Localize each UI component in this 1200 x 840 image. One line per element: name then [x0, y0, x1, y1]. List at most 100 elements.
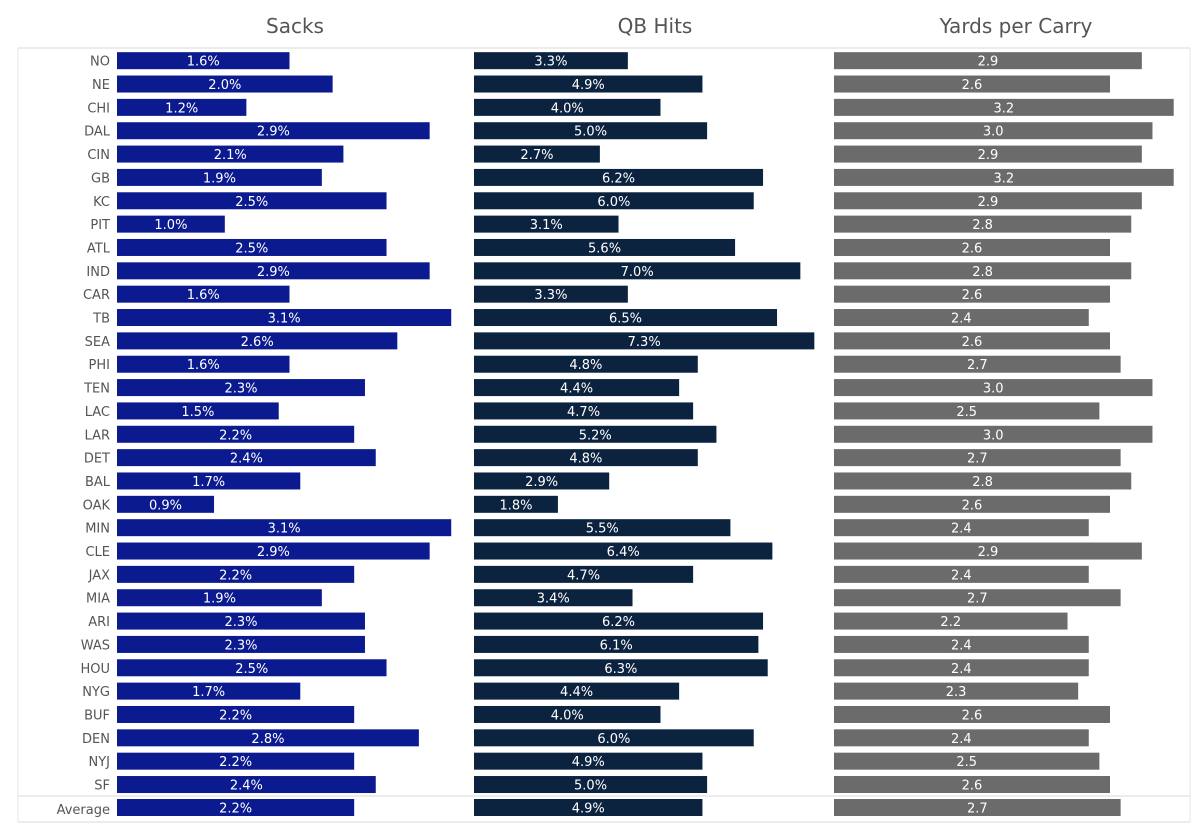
qb-hits-bar-dal	[474, 122, 708, 140]
sacks-label-cle: 2.9%	[257, 545, 290, 560]
sacks-label-gb: 1.9%	[203, 171, 236, 186]
yards-per-carry-bar-atl	[834, 238, 1110, 256]
qb-hits-label-buf: 4.0%	[551, 708, 584, 723]
sacks-label-det: 2.4%	[230, 452, 263, 467]
qb-hits-label-ari: 6.2%	[602, 615, 635, 630]
yards-per-carry-bar-ari	[834, 612, 1068, 630]
sacks-bar-oak	[117, 495, 215, 513]
qb-hits-label-cin: 2.7%	[520, 148, 553, 163]
qb-hits-bar-ind	[474, 262, 801, 280]
yards-per-carry-label-no: 2.9	[978, 55, 999, 70]
sacks-bar-sea	[117, 332, 398, 350]
team-label-gb: GB	[91, 171, 110, 186]
qb-hits-bar-jax	[474, 565, 694, 583]
sacks-label-nyg: 1.7%	[192, 685, 225, 700]
panel-title-yards-per-carry: Yards per Carry	[939, 14, 1093, 38]
sacks-bar-lac	[117, 402, 279, 420]
qb-hits-bar-min	[474, 519, 731, 537]
sacks-bar-min	[117, 519, 452, 537]
qb-hits-bar-tb	[474, 309, 778, 327]
sacks-bar-mia	[117, 589, 322, 607]
sacks-bar-sf	[117, 776, 376, 794]
sacks-bar-nyj	[117, 752, 355, 770]
yards-per-carry-label-hou: 2.4	[951, 662, 972, 677]
yards-per-carry-label-nyj: 2.5	[956, 755, 977, 770]
sacks-label-ne: 2.0%	[208, 78, 241, 93]
sacks-bar-ne	[117, 75, 333, 93]
qb-hits-label-pit: 3.1%	[530, 218, 563, 233]
team-label-cin: CIN	[87, 148, 110, 163]
yards-per-carry-label-lar: 3.0	[983, 428, 1004, 443]
yards-per-carry-label-kc: 2.9	[978, 195, 999, 210]
qb-hits-bar-cin	[474, 145, 600, 163]
sacks-label-lar: 2.2%	[219, 428, 252, 443]
sacks-label-jax: 2.2%	[219, 568, 252, 583]
qb-hits-label-hou: 6.3%	[604, 662, 637, 677]
qb-hits-label-sea: 7.3%	[628, 335, 661, 350]
yards-per-carry-label-ari: 2.2	[940, 615, 961, 630]
qb-hits-label-tb: 6.5%	[609, 312, 642, 327]
yards-per-carry-bar-min	[834, 519, 1089, 537]
yards-per-carry-bar-sea	[834, 332, 1110, 350]
yards-per-carry-label-tb: 2.4	[951, 312, 972, 327]
yards-per-carry-label-sea: 2.6	[962, 335, 983, 350]
yards-per-carry-label-den: 2.4	[951, 732, 972, 747]
sacks-label-sf: 2.4%	[230, 779, 263, 794]
yards-per-carry-bar-det	[834, 449, 1121, 467]
yards-per-carry-bar-phi	[834, 355, 1121, 373]
qb-hits-bar-sea	[474, 332, 815, 350]
team-label-chi: CHI	[87, 101, 110, 116]
sacks-bar-bal	[117, 472, 301, 490]
team-label-sea: SEA	[85, 335, 110, 350]
qb-hits-label-lac: 4.7%	[567, 405, 600, 420]
team-label-nyg: NYG	[82, 685, 110, 700]
yards-per-carry-label-was: 2.4	[951, 638, 972, 653]
yards-per-carry-label-ne: 2.6	[962, 78, 983, 93]
sacks-label-chi: 1.2%	[165, 101, 198, 116]
yards-per-carry-label-average: 2.7	[967, 802, 988, 817]
sacks-bar-den	[117, 729, 419, 747]
qb-hits-label-kc: 6.0%	[597, 195, 630, 210]
panel-title-qb-hits: QB Hits	[618, 14, 693, 38]
sacks-bar-ind	[117, 262, 430, 280]
yards-per-carry-label-atl: 2.6	[962, 241, 983, 256]
yards-per-carry-label-lac: 2.5	[956, 405, 977, 420]
sacks-label-hou: 2.5%	[235, 662, 268, 677]
team-label-den: DEN	[82, 732, 110, 747]
yards-per-carry-bar-ind	[834, 262, 1132, 280]
yards-per-carry-label-buf: 2.6	[962, 708, 983, 723]
sacks-label-dal: 2.9%	[257, 125, 290, 140]
sacks-label-ten: 2.3%	[224, 382, 257, 397]
qb-hits-bar-car	[474, 285, 628, 303]
yards-per-carry-bar-lac	[834, 402, 1100, 420]
qb-hits-bar-gb	[474, 168, 764, 186]
yards-per-carry-bar-bal	[834, 472, 1132, 490]
qb-hits-label-nyg: 4.4%	[560, 685, 593, 700]
yards-per-carry-bar-nyg	[834, 682, 1079, 700]
sacks-bar-lar	[117, 425, 355, 443]
yards-per-carry-label-phi: 2.7	[967, 358, 988, 373]
sacks-label-ind: 2.9%	[257, 265, 290, 280]
qb-hits-label-den: 6.0%	[597, 732, 630, 747]
sacks-bar-chi	[117, 98, 247, 116]
team-label-mia: MIA	[86, 592, 110, 607]
qb-hits-label-det: 4.8%	[569, 452, 602, 467]
team-label-ten: TEN	[83, 382, 110, 397]
sacks-label-ari: 2.3%	[224, 615, 257, 630]
qb-hits-bar-ne	[474, 75, 703, 93]
yards-per-carry-bar-ten	[834, 379, 1153, 397]
qb-hits-label-chi: 4.0%	[551, 101, 584, 116]
yards-per-carry-bar-ne	[834, 75, 1110, 93]
yards-per-carry-bar-lar	[834, 425, 1153, 443]
qb-hits-bar-kc	[474, 192, 754, 210]
sacks-bar-cin	[117, 145, 344, 163]
qb-hits-label-sf: 5.0%	[574, 779, 607, 794]
qb-hits-bar-lar	[474, 425, 717, 443]
team-label-lac: LAC	[85, 405, 110, 420]
sacks-label-average: 2.2%	[219, 802, 252, 817]
qb-hits-bar-cle	[474, 542, 773, 560]
team-label-dal: DAL	[84, 125, 111, 140]
yards-per-carry-bar-cin	[834, 145, 1142, 163]
sacks-bar-no	[117, 52, 290, 70]
qb-hits-label-ne: 4.9%	[572, 78, 605, 93]
